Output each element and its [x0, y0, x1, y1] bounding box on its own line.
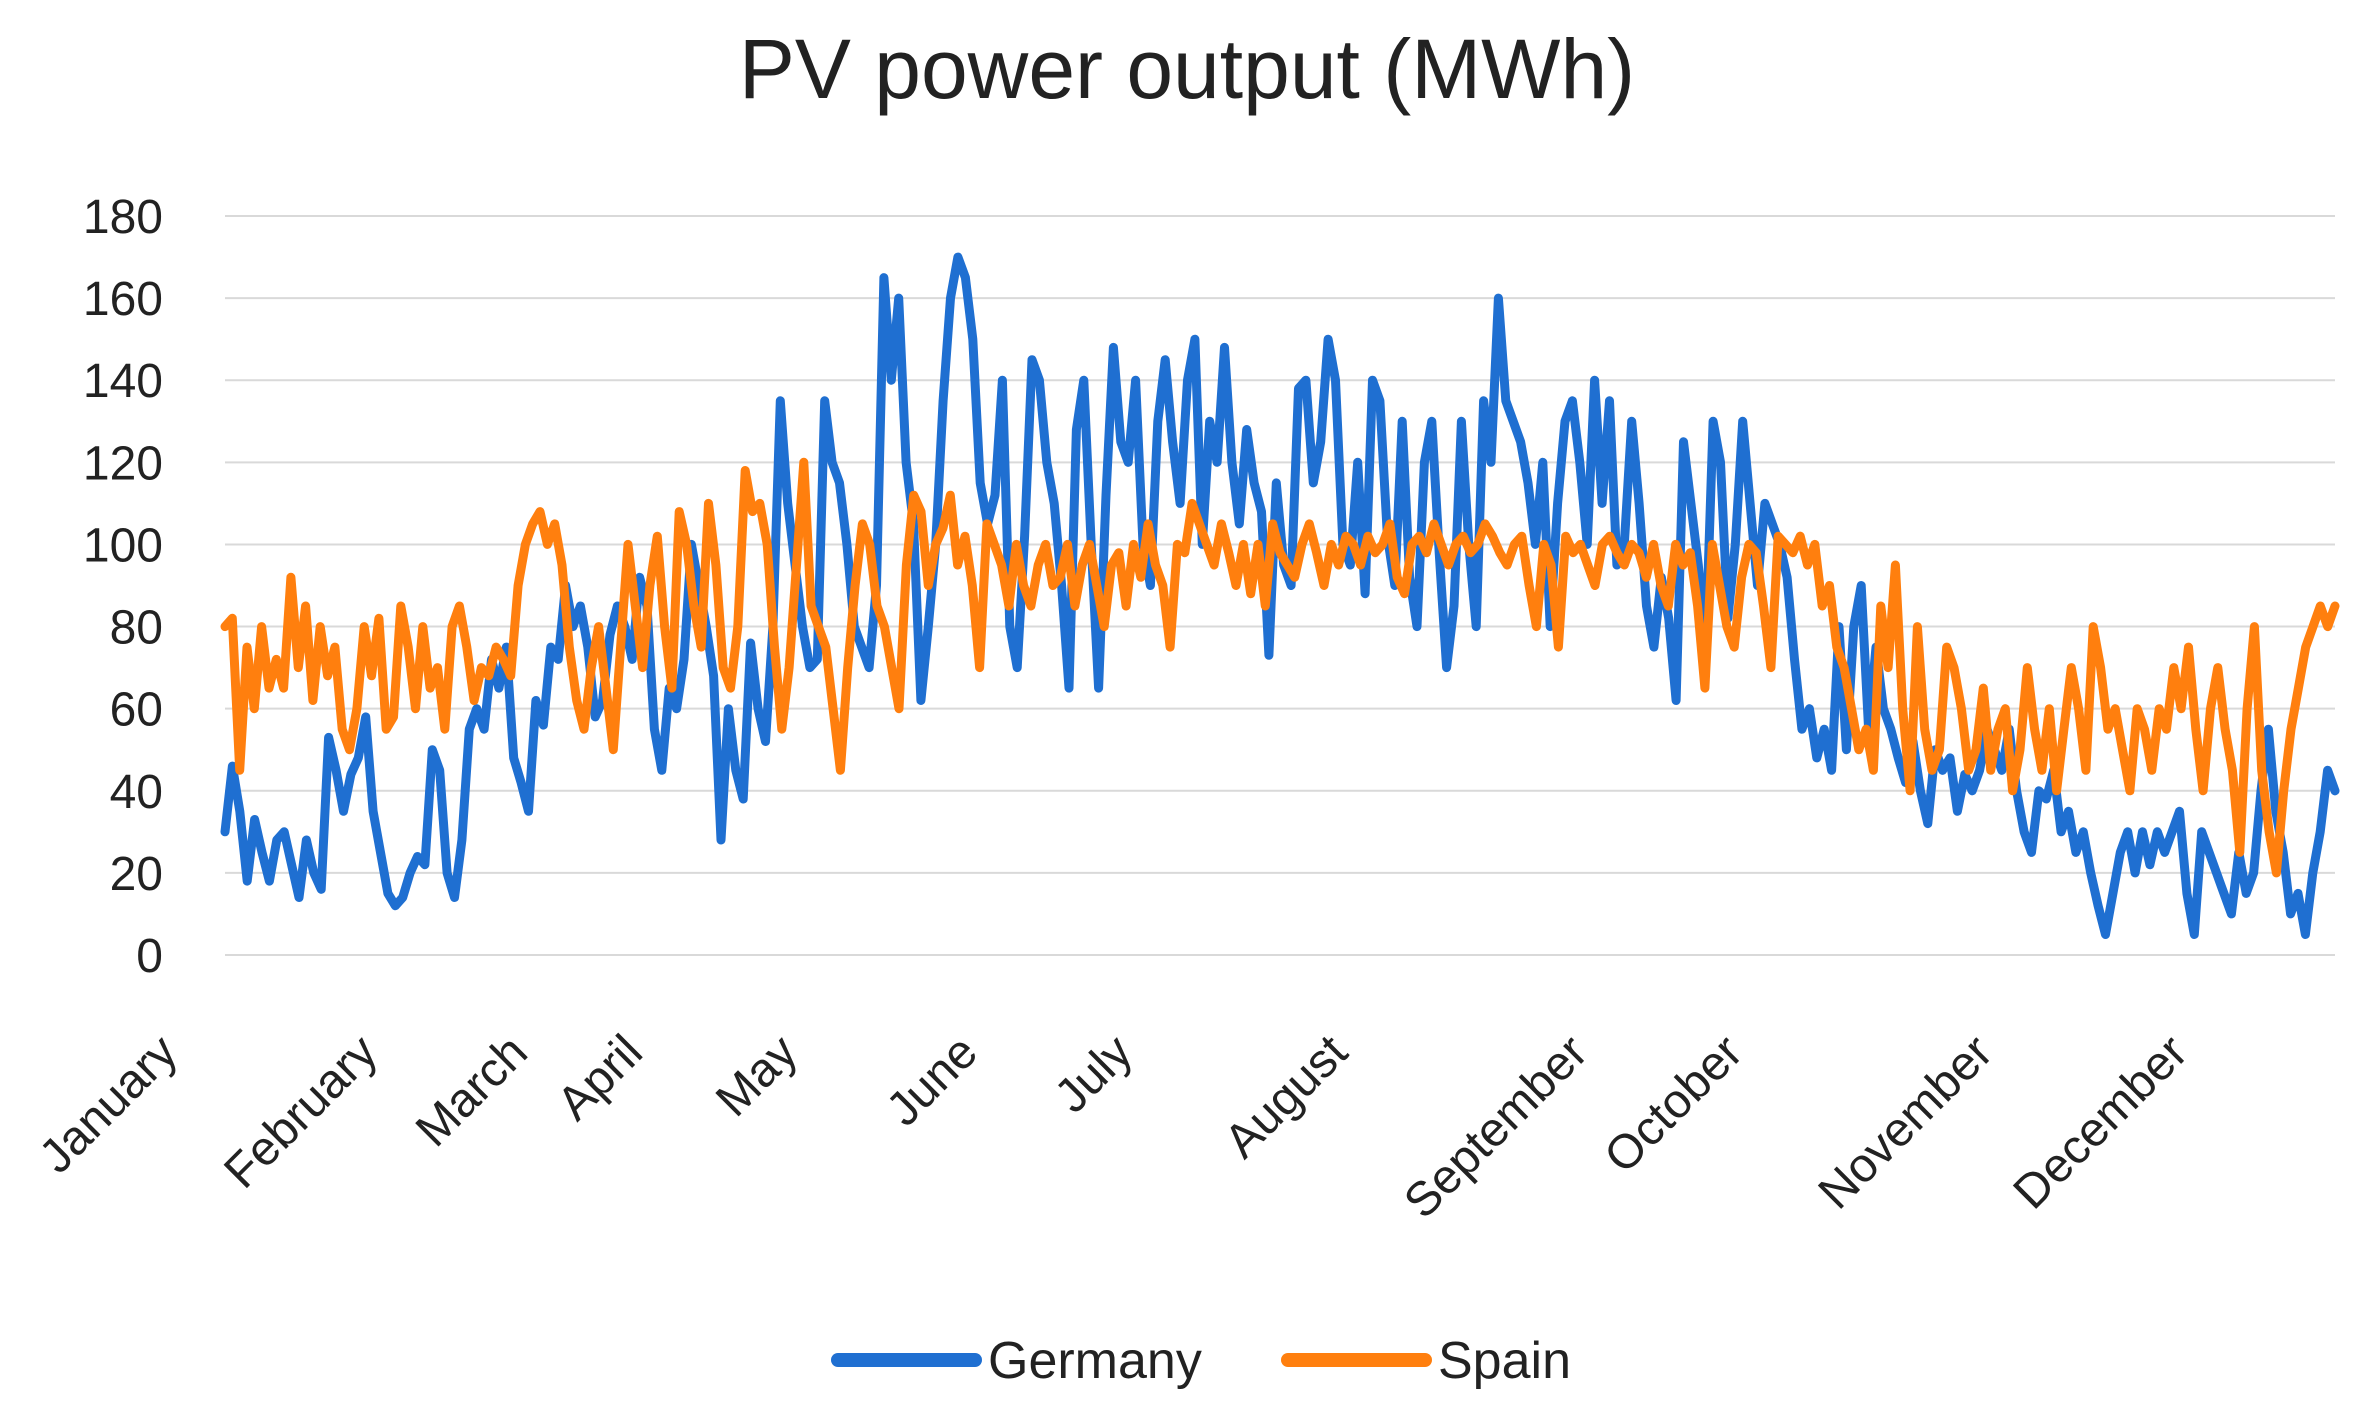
- chart-title: PV power output (MWh): [739, 22, 1635, 116]
- x-tick-label-march: March: [406, 1025, 538, 1157]
- x-tick-label-june: June: [877, 1025, 988, 1136]
- series-line-germany: [220, 252, 2340, 939]
- y-tick-label: 40: [110, 766, 163, 819]
- x-tick-label-december: December: [2004, 1025, 2198, 1219]
- legend-label-spain: Spain: [1438, 1332, 1571, 1390]
- x-tick-label-february: February: [214, 1025, 387, 1198]
- series-line-spain: [220, 457, 2340, 878]
- x-tick-label-october: October: [1595, 1025, 1753, 1183]
- x-axis-ticks: January February March April May June July Augu…: [30, 1025, 2198, 1229]
- x-tick-label-january: January: [30, 1025, 188, 1183]
- x-tick-label-july: July: [1045, 1025, 1143, 1123]
- x-tick-label-november: November: [1809, 1025, 2003, 1219]
- x-tick-label-april: April: [547, 1025, 652, 1130]
- y-tick-label: 120: [83, 437, 163, 490]
- y-tick-label: 100: [83, 519, 163, 572]
- series-lines: [220, 252, 2340, 939]
- legend-label-germany: Germany: [988, 1332, 1202, 1390]
- y-tick-label: 20: [110, 848, 163, 901]
- legend: Germany Spain: [831, 1332, 1571, 1390]
- y-tick-label: 80: [110, 602, 163, 655]
- gridlines: [225, 215, 2335, 956]
- x-tick-label-september: September: [1394, 1025, 1598, 1229]
- y-tick-label: 160: [83, 273, 163, 326]
- y-tick-label: 0: [136, 930, 163, 983]
- y-tick-label: 140: [83, 355, 163, 408]
- x-tick-label-may: May: [706, 1025, 808, 1127]
- y-tick-label: 60: [110, 684, 163, 737]
- x-tick-label-august: August: [1215, 1025, 1358, 1168]
- y-axis-ticks: 0 20 40 60 80 100 120 140 160 180: [83, 191, 163, 983]
- y-tick-label: 180: [83, 191, 163, 244]
